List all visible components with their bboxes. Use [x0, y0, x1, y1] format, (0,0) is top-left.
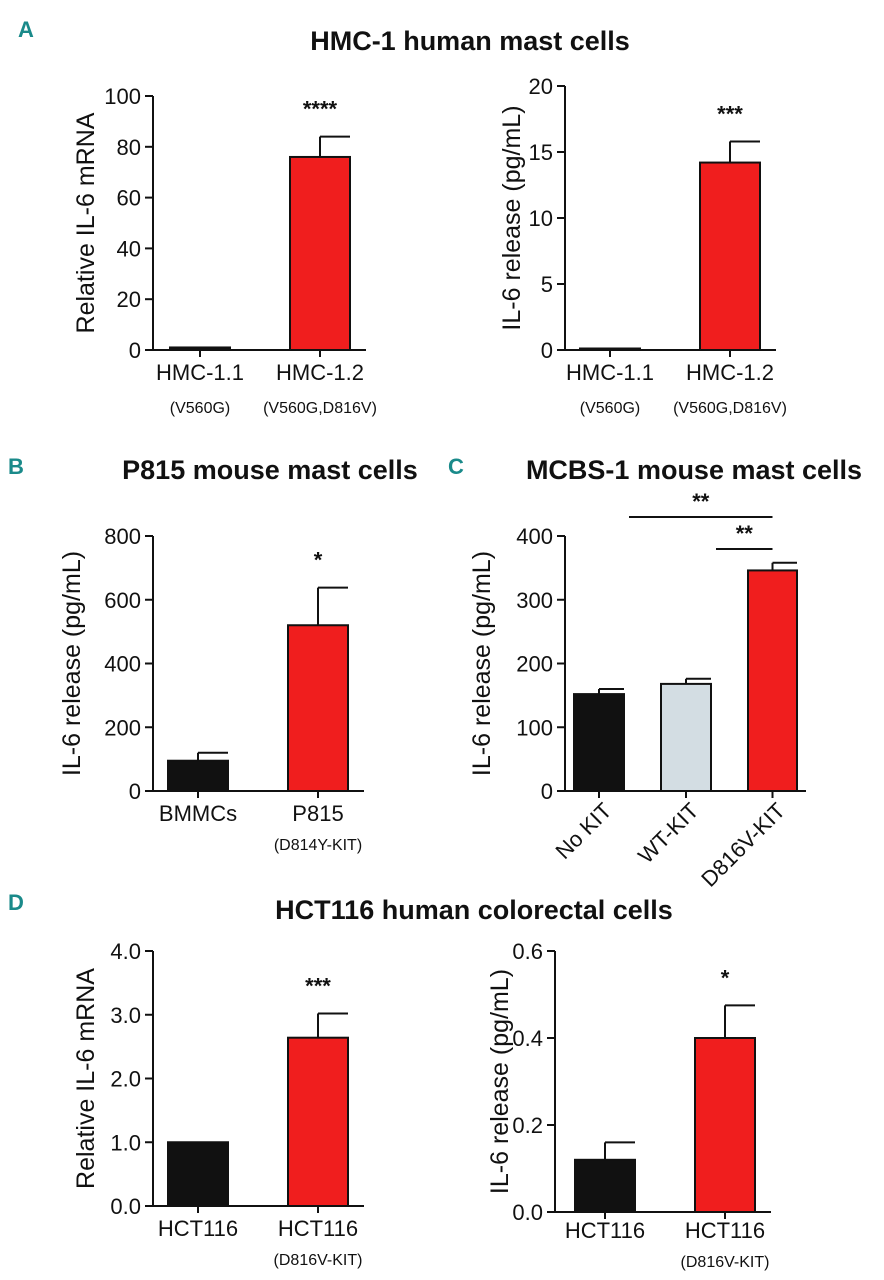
- y-tick-label: 0: [541, 338, 553, 363]
- x-category-label: HMC-1.2: [276, 360, 364, 385]
- x-category-label: P815: [292, 801, 343, 826]
- chart-c: 0 100 200 300 400 IL-6 release (pg/mL) No KIT W…: [468, 489, 806, 892]
- bar: [573, 693, 625, 792]
- panel-letter-a: A: [18, 17, 34, 42]
- x-category-label: HCT116: [685, 1218, 765, 1243]
- x-category-label: HMC-1.1: [566, 360, 654, 385]
- y-axis-label: Relative IL-6 mRNA: [72, 968, 100, 1189]
- x-category-sublabel: (D816V-KIT): [681, 1254, 770, 1271]
- significance-label: ****: [303, 97, 338, 122]
- heading-b: P815 mouse mast cells: [122, 455, 418, 485]
- bar: [167, 759, 229, 792]
- x-category-label: HMC-1.1: [156, 360, 244, 385]
- x-category-label: HCT116: [565, 1218, 645, 1243]
- y-tick-label: 100: [104, 84, 141, 109]
- x-category-sublabel: (D816V-KIT): [274, 1252, 363, 1269]
- x-category-sublabel: (D814Y-KIT): [274, 837, 362, 854]
- bar: [660, 682, 712, 793]
- significance-label: **: [736, 521, 754, 546]
- x-category-label: No KIT: [550, 798, 616, 864]
- significance-label: *: [721, 965, 730, 990]
- y-tick-label: 20: [529, 74, 553, 99]
- x-category-sublabel: (V560G): [580, 400, 640, 417]
- y-tick-label: 0: [129, 338, 141, 363]
- bar: [167, 1141, 229, 1207]
- y-tick-label: 40: [117, 236, 141, 261]
- y-tick-label: 0: [541, 779, 553, 804]
- y-tick-label: 15: [529, 140, 553, 165]
- x-category-label: HCT116: [158, 1216, 238, 1241]
- y-tick-label: 200: [104, 715, 141, 740]
- x-category-sublabel: (V560G,D816V): [673, 400, 787, 417]
- bar: [289, 155, 351, 351]
- bar: [699, 161, 761, 351]
- x-category-sublabel: (V560G): [170, 400, 230, 417]
- y-tick-label: 600: [104, 588, 141, 613]
- y-tick-label: 0.0: [110, 1194, 141, 1219]
- x-category-label: WT-KIT: [633, 798, 703, 868]
- y-tick-label: 3.0: [110, 1003, 141, 1028]
- y-tick-label: 4.0: [110, 939, 141, 964]
- y-tick-label: 400: [104, 652, 141, 677]
- y-tick-label: 800: [104, 524, 141, 549]
- panel-letter-d: D: [8, 890, 24, 915]
- x-category-sublabel: (V560G,D816V): [263, 400, 377, 417]
- y-tick-label: 400: [516, 524, 553, 549]
- panel-letter-b: B: [8, 454, 24, 479]
- y-tick-label: 200: [516, 652, 553, 677]
- bar: [694, 1037, 756, 1213]
- y-axis-label: IL-6 release (pg/mL): [498, 105, 526, 330]
- significance-label: ***: [717, 101, 743, 126]
- bar: [574, 1158, 636, 1214]
- chart-d-left: 0.0 1.0 2.0 3.0 4.0 Relative IL-6 mRNA HCT116 *…: [72, 939, 364, 1269]
- y-axis-label: IL-6 release (pg/mL): [58, 551, 86, 776]
- significance-label: **: [692, 489, 710, 514]
- significance-label: *: [314, 548, 323, 573]
- y-tick-label: 0: [129, 779, 141, 804]
- significance-label: ***: [305, 973, 331, 998]
- bar: [169, 346, 231, 351]
- y-tick-label: 100: [516, 715, 553, 740]
- bar: [747, 569, 798, 792]
- y-tick-label: 10: [529, 206, 553, 231]
- y-tick-label: 20: [117, 287, 141, 312]
- x-category-label: D816V-KIT: [696, 798, 790, 892]
- panel-letter-c: C: [448, 454, 464, 479]
- y-tick-label: 5: [541, 272, 553, 297]
- heading-c: MCBS-1 mouse mast cells: [526, 455, 862, 485]
- x-category-label: BMMCs: [159, 801, 237, 826]
- y-tick-label: 0.0: [512, 1200, 543, 1225]
- y-tick-label: 0.6: [512, 939, 543, 964]
- bar: [287, 1036, 349, 1207]
- y-tick-label: 300: [516, 588, 553, 613]
- y-axis-label: Relative IL-6 mRNA: [72, 112, 100, 333]
- chart-d-right: 0.0 0.2 0.4 0.6 IL-6 release (pg/mL) HCT116 * H…: [486, 939, 771, 1271]
- y-tick-label: 0.4: [512, 1026, 543, 1051]
- x-category-label: HCT116: [278, 1216, 358, 1241]
- x-category-label: HMC-1.2: [686, 360, 774, 385]
- y-tick-label: 80: [117, 135, 141, 160]
- y-tick-label: 2.0: [110, 1067, 141, 1092]
- y-axis-label: IL-6 release (pg/mL): [486, 969, 514, 1194]
- y-tick-label: 1.0: [110, 1130, 141, 1155]
- heading-d: HCT116 human colorectal cells: [275, 895, 673, 925]
- y-tick-label: 0.2: [512, 1113, 543, 1138]
- bar: [579, 347, 641, 351]
- y-tick-label: 60: [117, 186, 141, 211]
- y-axis-label: IL-6 release (pg/mL): [468, 551, 496, 776]
- bar: [287, 624, 349, 792]
- chart-b: 0 200 400 600 800 IL-6 release (pg/mL) BMMCs * P…: [58, 524, 364, 854]
- heading-a: HMC-1 human mast cells: [310, 26, 630, 56]
